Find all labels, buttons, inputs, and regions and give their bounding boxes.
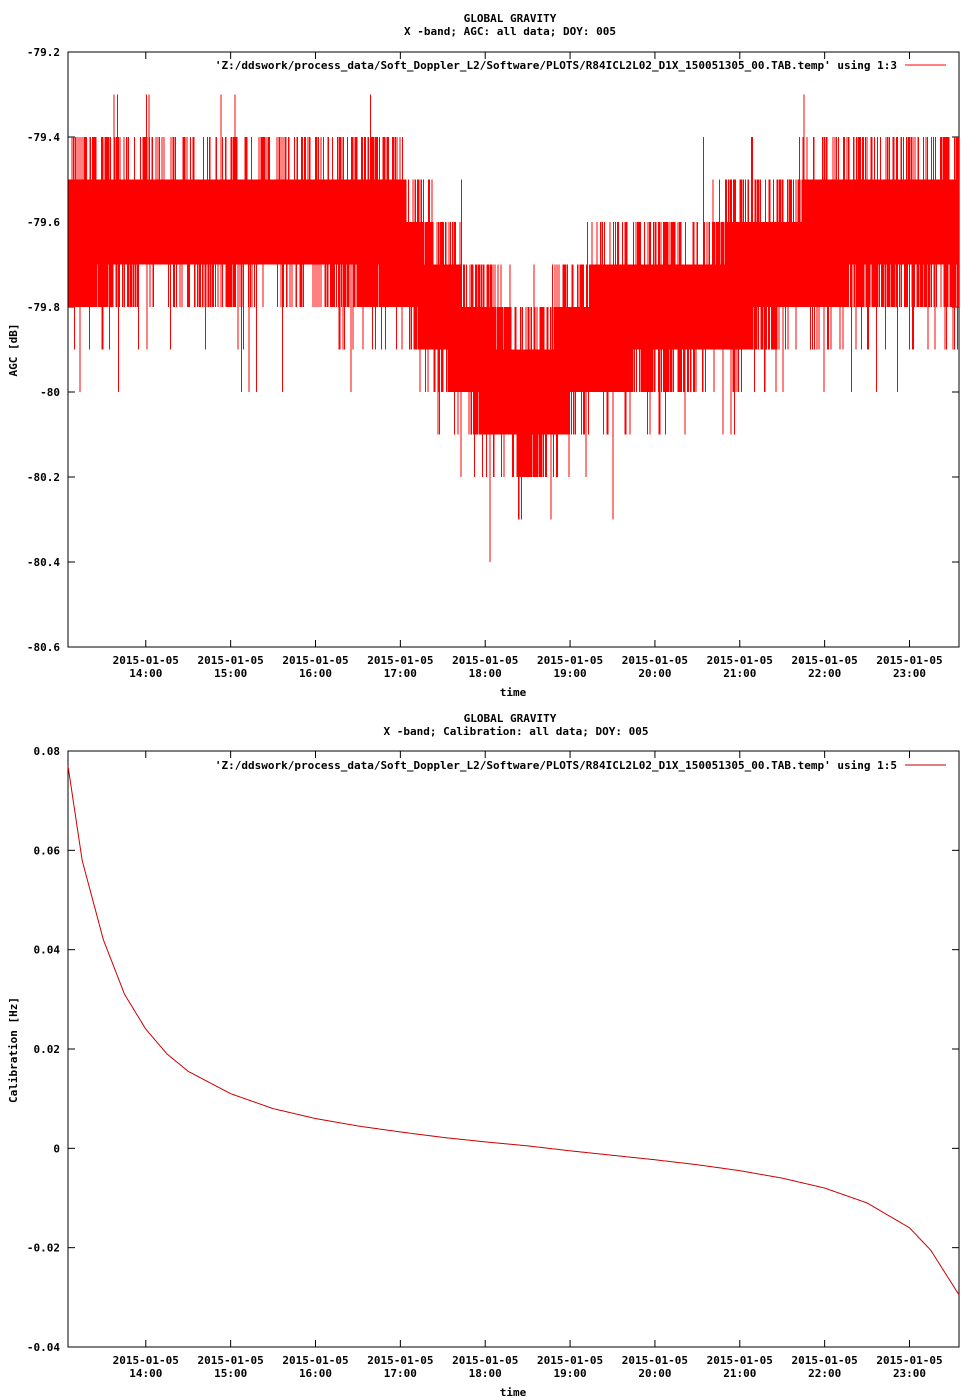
calibration-plot-xlabel: time: [500, 1386, 527, 1399]
calibration-y-tick-label: 0.08: [34, 745, 61, 758]
agc-plot: GLOBAL GRAVITY X -band; AGC: all data; D…: [7, 12, 960, 699]
agc-y-tick-label: -79.4: [27, 131, 60, 144]
calibration-x-tick-time: 23:00: [893, 1367, 926, 1380]
agc-y-tick-label: -79.2: [27, 46, 60, 59]
agc-plot-legend-label: 'Z:/ddswork/process_data/Soft_Doppler_L2…: [215, 59, 897, 72]
agc-y-tick-label: -79.6: [27, 216, 60, 229]
calibration-x-tick-date: 2015-01-05: [622, 1354, 688, 1367]
agc-x-tick-date: 2015-01-05: [622, 654, 688, 667]
agc-x-tick-date: 2015-01-05: [282, 654, 348, 667]
agc-x-tick-time: 22:00: [808, 667, 841, 680]
calibration-x-tick-time: 19:00: [554, 1367, 587, 1380]
agc-x-tick-time: 20:00: [638, 667, 671, 680]
calibration-plot-ylabel: Calibration [Hz]: [7, 997, 20, 1103]
calibration-x-tick-time: 20:00: [638, 1367, 671, 1380]
calibration-plot: GLOBAL GRAVITY X -band; Calibration: all…: [7, 712, 960, 1399]
agc-y-tick-label: -80.6: [27, 641, 60, 654]
agc-plot-xlabel: time: [500, 686, 527, 699]
agc-plot-subtitle: X -band; AGC: all data; DOY: 005: [404, 25, 616, 38]
calibration-x-tick-date: 2015-01-05: [367, 1354, 433, 1367]
agc-x-tick-date: 2015-01-05: [452, 654, 518, 667]
agc-x-tick-date: 2015-01-05: [537, 654, 603, 667]
agc-x-tick-time: 21:00: [723, 667, 756, 680]
calibration-x-tick-time: 14:00: [129, 1367, 162, 1380]
agc-x-tick-time: 23:00: [893, 667, 926, 680]
agc-y-tick-label: -79.8: [27, 301, 60, 314]
agc-plot-title: GLOBAL GRAVITY: [464, 12, 557, 25]
calibration-x-tick-time: 15:00: [214, 1367, 247, 1380]
calibration-y-tick-label: 0.06: [34, 844, 61, 857]
agc-x-tick-date: 2015-01-05: [792, 654, 858, 667]
calibration-plot-legend-label: 'Z:/ddswork/process_data/Soft_Doppler_L2…: [215, 759, 897, 772]
agc-series-line: [68, 94, 959, 562]
calibration-x-tick-time: 18:00: [469, 1367, 502, 1380]
calibration-y-tick-label: 0: [53, 1142, 60, 1155]
calibration-x-tick-date: 2015-01-05: [537, 1354, 603, 1367]
calibration-x-tick-date: 2015-01-05: [452, 1354, 518, 1367]
agc-x-tick-date: 2015-01-05: [198, 654, 264, 667]
agc-x-tick-date: 2015-01-05: [707, 654, 773, 667]
agc-plot-frame: [67, 51, 960, 648]
calibration-x-tick-time: 22:00: [808, 1367, 841, 1380]
agc-x-tick-time: 14:00: [129, 667, 162, 680]
agc-x-tick-date: 2015-01-05: [113, 654, 179, 667]
agc-y-tick-label: -80.4: [27, 556, 60, 569]
calibration-y-tick-label: 0.04: [34, 944, 61, 957]
calibration-x-tick-time: 21:00: [723, 1367, 756, 1380]
calibration-plot-subtitle: X -band; Calibration: all data; DOY: 005: [384, 725, 649, 738]
calibration-x-tick-time: 16:00: [299, 1367, 332, 1380]
agc-x-tick-time: 19:00: [554, 667, 587, 680]
calibration-plot-title: GLOBAL GRAVITY: [464, 712, 557, 725]
agc-x-tick-time: 16:00: [299, 667, 332, 680]
calibration-x-tick-date: 2015-01-05: [707, 1354, 773, 1367]
agc-x-tick-time: 18:00: [469, 667, 502, 680]
agc-series: [68, 94, 959, 562]
agc-x-tick-date: 2015-01-05: [367, 654, 433, 667]
agc-y-tick-label: -80: [40, 386, 60, 399]
calibration-x-tick-time: 17:00: [384, 1367, 417, 1380]
calibration-series-line: [67, 765, 960, 1296]
calibration-plot-frame: [67, 750, 960, 1348]
calibration-y-tick-label: -0.02: [27, 1242, 60, 1255]
agc-y-tick-label: -80.2: [27, 471, 60, 484]
agc-x-tick-date: 2015-01-05: [876, 654, 942, 667]
agc-x-tick-time: 17:00: [384, 667, 417, 680]
calibration-x-tick-date: 2015-01-05: [876, 1354, 942, 1367]
agc-x-tick-time: 15:00: [214, 667, 247, 680]
calibration-x-tick-date: 2015-01-05: [282, 1354, 348, 1367]
agc-plot-ylabel: AGC [dB]: [7, 324, 20, 377]
calibration-x-tick-date: 2015-01-05: [792, 1354, 858, 1367]
calibration-y-tick-label: -0.04: [27, 1341, 60, 1354]
calibration-x-tick-date: 2015-01-05: [198, 1354, 264, 1367]
calibration-x-tick-date: 2015-01-05: [113, 1354, 179, 1367]
calibration-y-tick-label: 0.02: [34, 1043, 61, 1056]
